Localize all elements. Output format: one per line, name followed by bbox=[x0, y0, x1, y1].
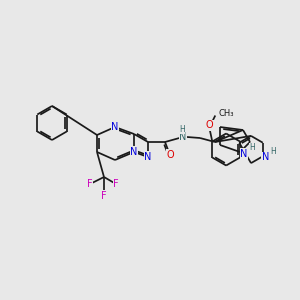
Text: F: F bbox=[101, 191, 107, 201]
Text: F: F bbox=[113, 179, 119, 189]
Text: N: N bbox=[179, 132, 187, 142]
Text: O: O bbox=[206, 121, 213, 130]
Text: N: N bbox=[262, 152, 269, 162]
Text: H: H bbox=[249, 143, 255, 152]
Text: CH₃: CH₃ bbox=[218, 109, 234, 118]
Text: N: N bbox=[111, 122, 119, 132]
Text: O: O bbox=[166, 150, 174, 160]
Text: H: H bbox=[179, 124, 185, 134]
Text: H: H bbox=[270, 147, 276, 156]
Text: N: N bbox=[144, 152, 152, 162]
Text: F: F bbox=[87, 179, 93, 189]
Text: N: N bbox=[130, 147, 138, 157]
Text: N: N bbox=[240, 149, 248, 159]
